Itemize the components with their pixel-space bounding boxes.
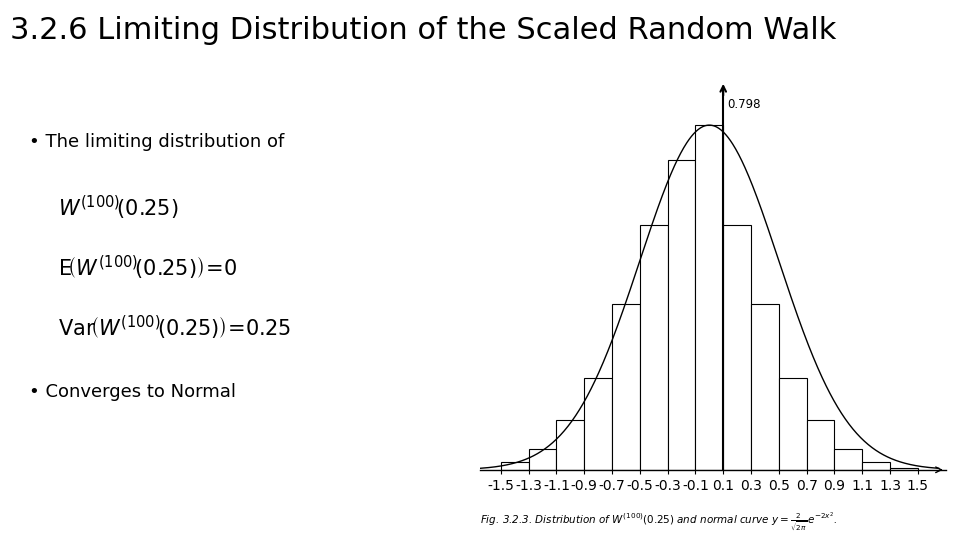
Bar bbox=[557, 420, 585, 470]
Bar bbox=[862, 462, 890, 470]
Text: 3.2.6 Limiting Distribution of the Scaled Random Walk: 3.2.6 Limiting Distribution of the Scale… bbox=[10, 16, 836, 45]
Bar bbox=[585, 378, 612, 470]
Text: $W^{(100)}\!(0.25)$: $W^{(100)}\!(0.25)$ bbox=[58, 193, 179, 221]
Bar bbox=[612, 305, 639, 470]
Bar bbox=[695, 125, 723, 470]
Text: • Converges to Normal: • Converges to Normal bbox=[29, 383, 236, 401]
Bar bbox=[639, 225, 667, 470]
Text: 0.798: 0.798 bbox=[728, 98, 761, 111]
Bar bbox=[806, 420, 834, 470]
Text: $\mathrm{E}\!\left(W^{(100)}\!(0.25)\right)\!=\!0$: $\mathrm{E}\!\left(W^{(100)}\!(0.25)\rig… bbox=[58, 254, 237, 282]
Bar bbox=[890, 468, 918, 470]
Bar bbox=[779, 378, 806, 470]
Text: • The limiting distribution of: • The limiting distribution of bbox=[29, 133, 284, 151]
Text: Fig. 3.2.3. Distribution of $W^{(100)}(0.25)$ and normal curve $y = \frac{2}{\sq: Fig. 3.2.3. Distribution of $W^{(100)}(0… bbox=[480, 510, 837, 533]
Bar bbox=[723, 225, 751, 470]
Bar bbox=[751, 305, 779, 470]
Bar bbox=[501, 462, 529, 470]
Bar bbox=[529, 449, 557, 470]
Bar bbox=[667, 160, 695, 470]
Text: $\mathrm{Var}\!\left(W^{(100)}\!(0.25)\right)\!=\!0.25$: $\mathrm{Var}\!\left(W^{(100)}\!(0.25)\r… bbox=[58, 314, 291, 342]
Bar bbox=[834, 449, 862, 470]
